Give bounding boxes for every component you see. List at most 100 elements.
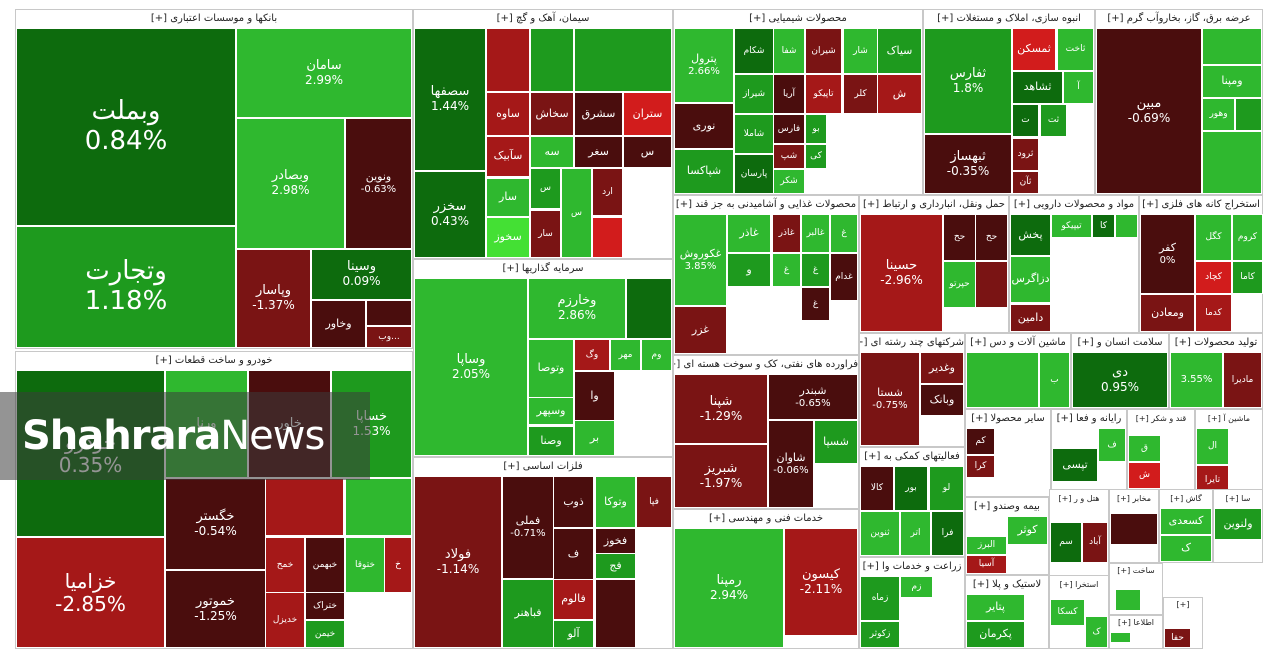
- stock-tile[interactable]: ثمسکن: [1012, 28, 1056, 71]
- stock-tile[interactable]: غالبر: [801, 214, 830, 253]
- stock-tile[interactable]: آریا: [773, 74, 805, 114]
- sector-header[interactable]: فراورده های نفتی، کک و سوخت هسته ای [+]: [674, 356, 858, 374]
- stock-tile[interactable]: خدیزل: [265, 592, 305, 648]
- stock-tile[interactable]: کم: [966, 428, 995, 455]
- stock-tile[interactable]: آسیا: [966, 555, 1007, 574]
- sector-header[interactable]: ماشین آلات و دس [+]: [966, 334, 1070, 352]
- stock-tile[interactable]: غاذر: [727, 214, 771, 253]
- stock-tile[interactable]: [592, 217, 623, 258]
- stock-tile[interactable]: حسینا -2.96%: [860, 214, 943, 332]
- sector-computer[interactable]: رایانه و فعا [+] تپسی ف: [1051, 409, 1127, 497]
- stock-tile[interactable]: سصفها 1.44%: [414, 28, 486, 171]
- stock-tile[interactable]: ف: [1098, 428, 1126, 462]
- stock-tile[interactable]: وگ: [574, 339, 610, 371]
- stock-tile[interactable]: حح: [943, 214, 976, 261]
- sector-cement[interactable]: سیمان، آهک و گچ [+] سصفها 1.44% سخزر 0.43% سا…: [413, 9, 673, 259]
- stock-tile[interactable]: سخوز: [486, 217, 530, 258]
- sector-multi[interactable]: شرکتهای چند رشته ای [+] شستا -0.75% وغدیر وب…: [859, 333, 965, 447]
- stock-tile[interactable]: ثشاهد: [1012, 71, 1063, 104]
- stock-tile[interactable]: [530, 28, 574, 92]
- stock-tile[interactable]: سخزر 0.43%: [414, 171, 486, 258]
- stock-tile[interactable]: شسپا: [814, 420, 858, 464]
- stock-tile[interactable]: بو: [805, 114, 827, 144]
- stock-tile[interactable]: مبین -0.69%: [1096, 28, 1202, 194]
- stock-tile[interactable]: [1202, 28, 1262, 65]
- stock-tile[interactable]: کی: [805, 144, 827, 169]
- stock-tile[interactable]: اتر: [900, 511, 931, 556]
- stock-tile[interactable]: کدما: [1195, 294, 1232, 332]
- sector-banks[interactable]: بانکها و موسسات اعتباری [+] وبملت 0.84% وتج…: [15, 9, 413, 349]
- stock-tile[interactable]: کسکا: [1050, 599, 1085, 626]
- stock-tile[interactable]: کوثر: [1007, 516, 1048, 545]
- stock-tile[interactable]: خبهمن: [305, 537, 345, 593]
- stock-tile[interactable]: دزاگرس: [1010, 256, 1051, 303]
- stock-tile[interactable]: ونوین -0.63%: [345, 118, 412, 249]
- stock-tile[interactable]: بور: [894, 466, 928, 511]
- stock-tile[interactable]: فباهنر: [502, 579, 554, 648]
- stock-tile[interactable]: سخاش: [530, 92, 574, 136]
- stock-tile[interactable]: غاذر: [772, 214, 801, 253]
- stock-tile[interactable]: خمح: [265, 537, 305, 593]
- sector-gas[interactable]: گاش [+] کسعدی ک: [1159, 489, 1213, 563]
- stock-tile[interactable]: شاملا: [734, 114, 774, 154]
- stock-tile[interactable]: سار: [486, 178, 530, 217]
- sector-header[interactable]: سیمان، آهک و گچ [+]: [414, 10, 672, 28]
- stock-tile[interactable]: غ: [801, 287, 830, 321]
- stock-tile[interactable]: سم: [1050, 522, 1082, 563]
- stock-tile[interactable]: کاما: [1232, 261, 1263, 294]
- sector-header[interactable]: خودرو و ساخت قطعات [+]: [16, 352, 412, 370]
- stock-tile[interactable]: سشرق: [574, 92, 623, 136]
- stock-tile[interactable]: مادیرا: [1223, 352, 1262, 408]
- sector-auxiliary[interactable]: فعالیتهای کمکی به [+] کالا بور لو ثنوین اتر فر…: [859, 447, 965, 557]
- stock-tile[interactable]: ب: [1039, 352, 1070, 408]
- stock-tile[interactable]: دامین: [1010, 304, 1051, 332]
- stock-tile[interactable]: فپا: [636, 476, 672, 528]
- sector-header[interactable]: خدمات فنی و مهندسی [+]: [674, 510, 858, 528]
- stock-tile[interactable]: کالا: [860, 466, 894, 511]
- stock-tile[interactable]: فارس: [773, 114, 805, 144]
- sector-header[interactable]: مخابر [+]: [1110, 490, 1158, 508]
- stock-tile[interactable]: ستران: [623, 92, 672, 136]
- stock-tile[interactable]: [1115, 589, 1141, 611]
- sector-metals[interactable]: فلزات اساسی [+] فولاد -1.14% فملی -0.71% فباه…: [413, 457, 673, 649]
- sector-pharma[interactable]: مواد و محصولات دارویی [+] پخش تیپیکو دزاگرس…: [1009, 195, 1139, 333]
- stock-tile[interactable]: ک: [1085, 616, 1108, 648]
- stock-tile[interactable]: شکام: [734, 28, 774, 74]
- stock-tile[interactable]: 3.55%: [1170, 352, 1223, 408]
- stock-tile[interactable]: شبندر -0.65%: [768, 374, 858, 420]
- sector-header[interactable]: [+]: [1164, 598, 1202, 612]
- sector-other_products[interactable]: سایر محصولا [+] کرا کم: [965, 409, 1051, 497]
- sector-header[interactable]: سرمایه گذاریها [+]: [414, 260, 672, 278]
- stock-tile[interactable]: وتوکا: [595, 476, 636, 528]
- stock-tile[interactable]: کرا: [966, 455, 995, 478]
- sector-header[interactable]: سا [+]: [1214, 490, 1262, 508]
- stock-tile[interactable]: تاپیکو: [805, 74, 842, 114]
- sector-header[interactable]: عرضه برق، گاز، بخاروآب گرم [+]: [1096, 10, 1262, 28]
- sector-header[interactable]: استخراج کانه های فلزی [+]: [1140, 196, 1262, 214]
- stock-tile[interactable]: رمپنا 2.94%: [674, 528, 784, 648]
- stock-tile[interactable]: لو: [929, 466, 964, 511]
- stock-tile[interactable]: وصنا: [528, 426, 574, 456]
- stock-tile[interactable]: زم: [900, 576, 933, 598]
- sector-header[interactable]: ماشین آ [+]: [1196, 410, 1262, 428]
- stock-tile[interactable]: [1115, 214, 1138, 238]
- stock-tile[interactable]: ق: [1128, 435, 1161, 462]
- stock-tile[interactable]: سیاک: [877, 28, 922, 74]
- stock-tile[interactable]: ک: [1160, 535, 1212, 562]
- stock-tile[interactable]: پخش: [1010, 214, 1051, 256]
- stock-tile[interactable]: پکرمان: [966, 621, 1025, 648]
- sector-extraction[interactable]: استخرا [+] کسکا ک: [1049, 575, 1109, 649]
- stock-tile[interactable]: ال: [1196, 428, 1229, 465]
- stock-tile[interactable]: آباد: [1082, 522, 1108, 563]
- sector-chemicals[interactable]: محصولات شیمیایی [+] پترول 2.66% نوری شپاکسا ش…: [673, 9, 923, 195]
- stock-tile[interactable]: ذوب: [553, 476, 594, 528]
- stock-tile[interactable]: ومپنا: [1202, 65, 1262, 98]
- stock-tile[interactable]: وغدیر: [920, 352, 964, 384]
- sector-header[interactable]: ساخت [+]: [1110, 564, 1162, 578]
- sector-build[interactable]: ساخت [+]: [1109, 563, 1163, 615]
- stock-tile[interactable]: غ: [772, 253, 801, 287]
- sector-misc[interactable]: سا [+] ولنوین: [1213, 489, 1263, 563]
- stock-tile[interactable]: ثفارس 1.8%: [924, 28, 1012, 134]
- stock-tile[interactable]: کیسون -2.11%: [784, 528, 858, 636]
- stock-tile[interactable]: ثت: [1040, 104, 1067, 137]
